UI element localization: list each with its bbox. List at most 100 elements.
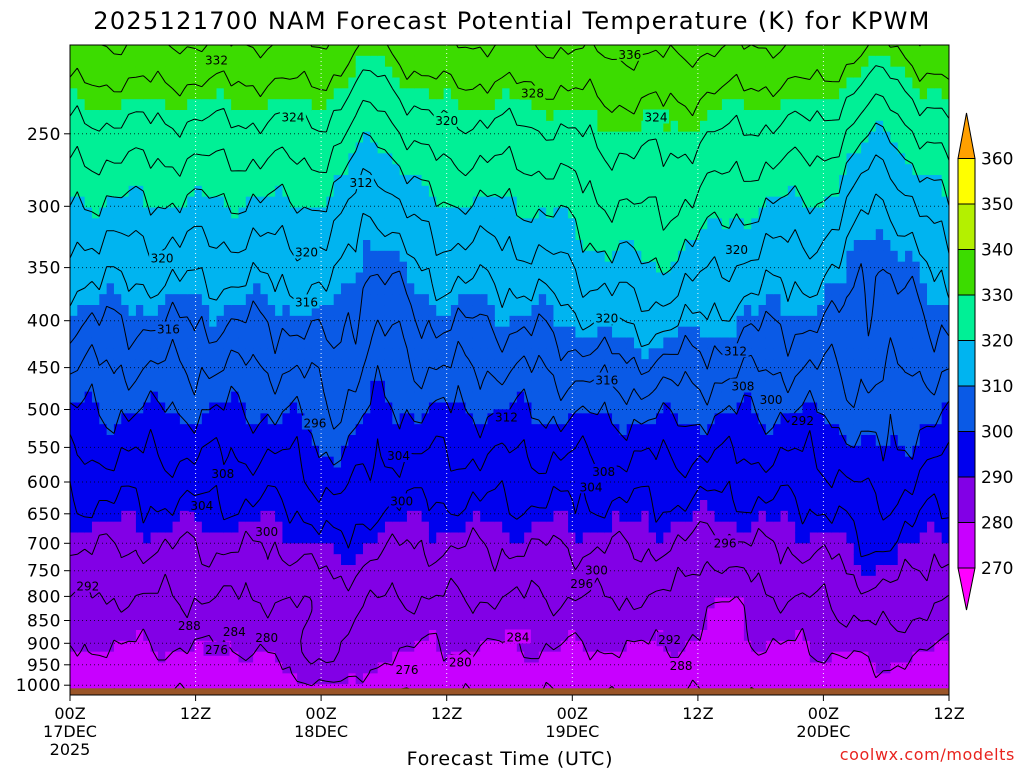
fill-cell (487, 608, 496, 620)
fill-cell (143, 294, 152, 306)
fill-cell (304, 142, 313, 154)
fill-cell (238, 662, 247, 674)
fill-cell (524, 305, 533, 317)
fill-cell (458, 402, 467, 414)
fill-cell (157, 261, 166, 274)
fill-cell (406, 240, 415, 252)
fill-cell (538, 359, 547, 371)
fill-cell (531, 45, 540, 57)
fill-cell (612, 294, 620, 306)
fill-cell (253, 207, 262, 219)
fill-cell (641, 608, 650, 620)
fill-cell (333, 489, 342, 501)
fill-cell (377, 66, 386, 79)
fill-cell (289, 315, 298, 328)
fill-cell (509, 521, 518, 534)
fill-cell (341, 261, 349, 274)
fill-cell (99, 326, 108, 339)
fill-cell (231, 348, 240, 360)
fill-cell (106, 521, 115, 534)
fill-cell (524, 597, 533, 609)
fill-cell (399, 240, 408, 252)
fill-cell (582, 359, 591, 371)
fill-cell (77, 88, 86, 100)
fill-cell (450, 554, 459, 566)
fill-cell (575, 131, 584, 144)
fill-cell (663, 424, 672, 436)
fill-cell (465, 575, 474, 588)
fill-cell (524, 543, 533, 555)
fill-cell (546, 45, 555, 57)
fill-cell (289, 608, 298, 620)
fill-cell (670, 131, 679, 144)
fill-cell (538, 543, 547, 555)
fill-cell (341, 207, 349, 219)
fill-cell (165, 619, 174, 631)
fill-cell (179, 55, 188, 68)
color-fill-layer (70, 45, 949, 695)
fill-cell (223, 66, 232, 79)
fill-cell (150, 456, 159, 469)
fill-cell (465, 250, 474, 263)
fill-cell (187, 120, 196, 133)
fill-cell (91, 315, 100, 328)
fill-cell (84, 662, 93, 674)
fill-cell (538, 175, 547, 187)
fill-cell (355, 110, 364, 122)
fill-cell (70, 99, 78, 111)
fill-cell (414, 305, 423, 317)
fill-cell (377, 478, 386, 490)
fill-cell (84, 380, 93, 393)
fill-cell (597, 250, 606, 263)
fill-cell (531, 575, 540, 588)
fill-cell (253, 294, 262, 306)
fill-cell (150, 370, 159, 382)
fill-cell (348, 554, 357, 566)
fill-cell (619, 489, 628, 501)
fill-cell (326, 207, 335, 219)
fill-cell (568, 229, 577, 241)
fill-cell (84, 164, 93, 176)
fill-cell (619, 445, 628, 458)
fill-cell (260, 445, 269, 458)
fill-cell (311, 543, 320, 555)
fill-cell (443, 218, 452, 230)
fill-cell (363, 630, 371, 642)
fill-cell (392, 337, 401, 349)
fill-cell (414, 445, 423, 458)
fill-cell (326, 175, 335, 187)
fill-cell (91, 272, 100, 284)
fill-cell (436, 326, 445, 339)
fill-cell (194, 196, 203, 209)
fill-cell (458, 630, 467, 642)
fill-cell (487, 435, 496, 447)
fill-cell (626, 131, 635, 144)
fill-cell (641, 55, 650, 68)
fill-cell (99, 467, 108, 479)
fill-cell (663, 435, 672, 447)
fill-cell (421, 164, 430, 176)
fill-cell (538, 651, 547, 664)
fill-cell (414, 640, 423, 653)
fill-cell (179, 435, 188, 447)
fill-cell (516, 99, 525, 111)
fill-cell (392, 164, 401, 176)
fill-cell (582, 153, 591, 165)
fill-cell (201, 521, 210, 534)
fill-cell (575, 164, 584, 176)
fill-cell (341, 153, 349, 165)
fill-cell (194, 337, 203, 349)
fill-cell (406, 305, 415, 317)
fill-cell (604, 218, 613, 230)
fill-cell (282, 348, 291, 360)
fill-cell (187, 456, 196, 469)
fill-cell (267, 435, 276, 447)
fill-cell (348, 521, 357, 534)
fill-cell (179, 142, 188, 154)
fill-cell (392, 565, 401, 577)
fill-cell (406, 77, 415, 89)
fill-cell (128, 283, 137, 295)
fill-cell (450, 521, 459, 534)
fill-cell (494, 185, 503, 198)
fill-cell (509, 229, 518, 241)
